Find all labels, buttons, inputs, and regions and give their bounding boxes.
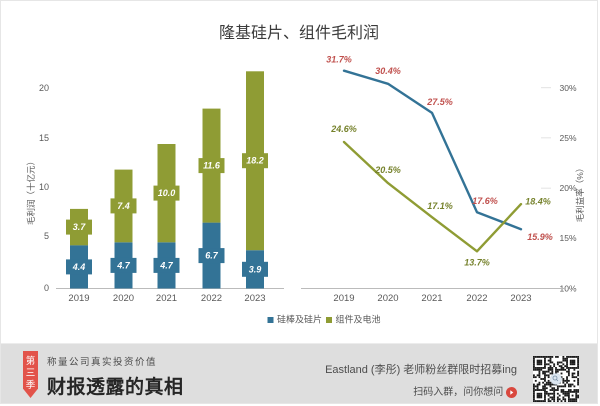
svg-text:2020: 2020 [377, 293, 398, 304]
svg-text:20.5%: 20.5% [374, 165, 401, 175]
svg-text:7.4: 7.4 [117, 201, 130, 211]
svg-text:20: 20 [39, 83, 49, 93]
svg-text:24.6%: 24.6% [330, 124, 357, 134]
svg-text:15: 15 [39, 133, 49, 143]
svg-text:18.2: 18.2 [246, 156, 264, 166]
svg-text:15%: 15% [559, 233, 576, 243]
svg-text:18.4%: 18.4% [525, 197, 551, 207]
svg-text:10.0: 10.0 [158, 188, 176, 198]
svg-text:10: 10 [39, 182, 49, 192]
svg-text:17.1%: 17.1% [427, 201, 453, 211]
svg-text:组件及电池: 组件及电池 [336, 314, 381, 325]
svg-text:硅棒及硅片: 硅棒及硅片 [277, 314, 322, 325]
svg-text:2022: 2022 [466, 293, 487, 304]
svg-text:27.5%: 27.5% [426, 97, 453, 107]
svg-text:2019: 2019 [333, 293, 354, 304]
svg-text:13.7%: 13.7% [464, 257, 490, 267]
svg-text:2021: 2021 [156, 293, 177, 304]
svg-text:17.6%: 17.6% [472, 196, 498, 206]
svg-text:15.9%: 15.9% [527, 232, 553, 242]
svg-text:毛利益率（%）: 毛利益率（%） [575, 164, 585, 223]
svg-text:2022: 2022 [201, 293, 222, 304]
svg-text:3.9: 3.9 [249, 264, 262, 274]
svg-text:31.7%: 31.7% [326, 55, 352, 65]
svg-text:0: 0 [44, 283, 49, 293]
svg-text:4.4: 4.4 [72, 262, 86, 272]
svg-text:2021: 2021 [421, 293, 442, 304]
svg-text:6.7: 6.7 [205, 251, 219, 261]
svg-text:2019: 2019 [68, 293, 89, 304]
svg-text:2023: 2023 [510, 293, 531, 304]
svg-text:5: 5 [44, 231, 49, 241]
svg-text:4.7: 4.7 [159, 260, 174, 270]
svg-text:2020: 2020 [113, 293, 134, 304]
svg-text:25%: 25% [559, 133, 576, 143]
svg-text:30.4%: 30.4% [375, 66, 401, 76]
svg-text:毛利润（十亿元）: 毛利润（十亿元） [26, 157, 36, 225]
svg-text:11.6: 11.6 [203, 161, 221, 171]
svg-text:4.7: 4.7 [116, 260, 131, 270]
svg-text:30%: 30% [559, 83, 576, 93]
svg-text:2023: 2023 [244, 293, 265, 304]
svg-text:3.7: 3.7 [73, 222, 87, 232]
